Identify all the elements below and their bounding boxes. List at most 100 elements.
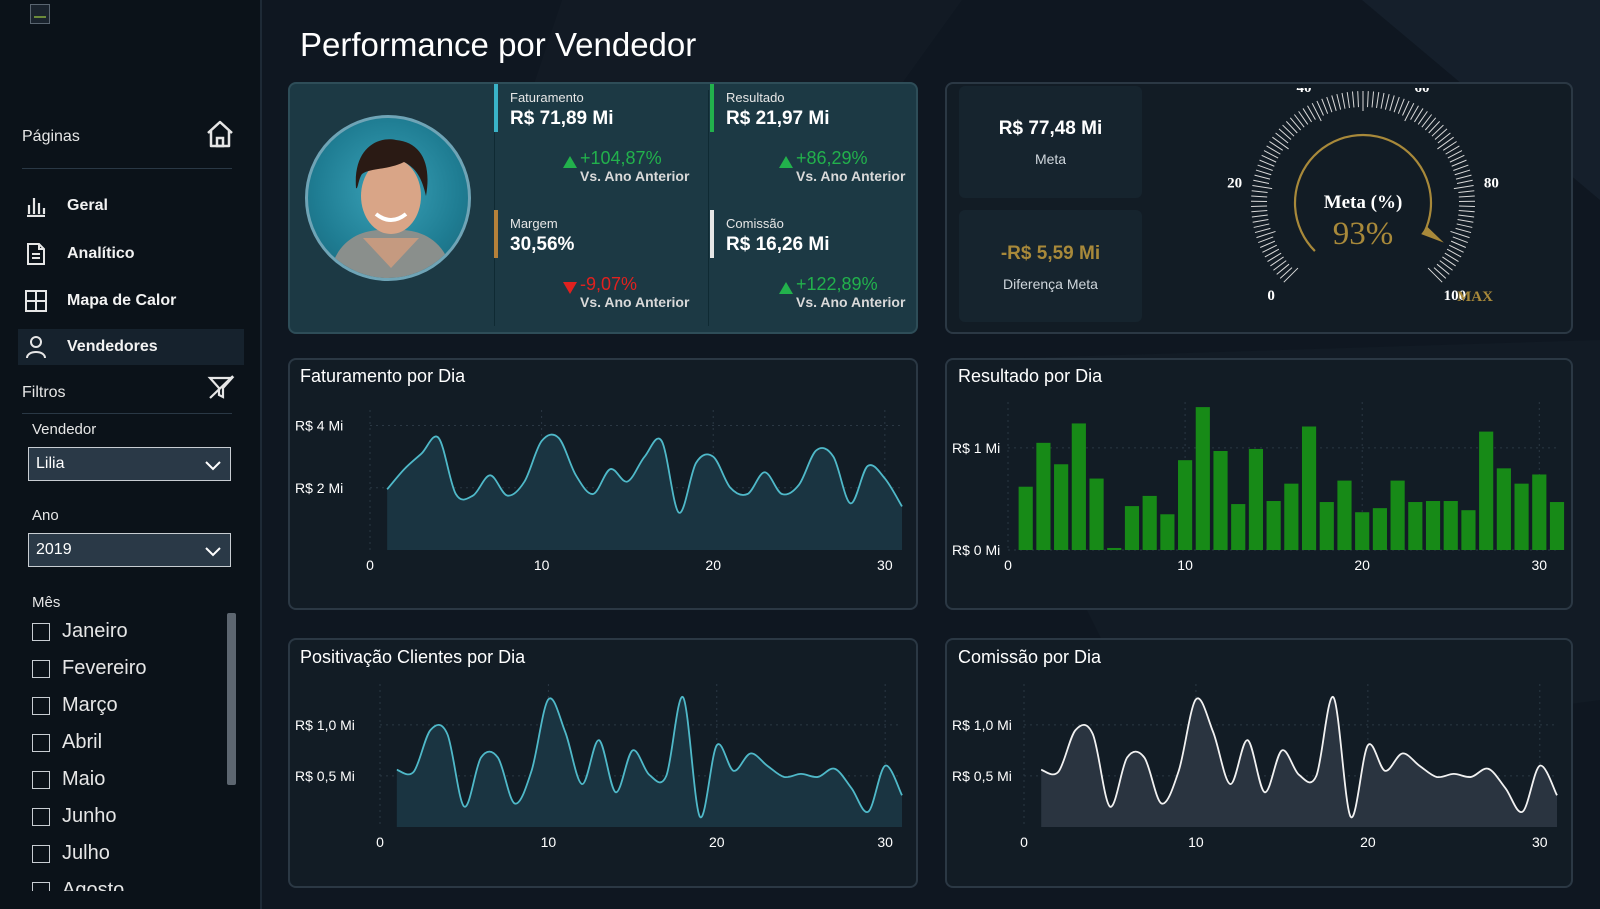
- month-label: Maio: [62, 768, 106, 790]
- ano-dropdown[interactable]: 2019: [28, 533, 231, 567]
- nav-item-geral[interactable]: Geral: [18, 188, 244, 224]
- bar[interactable]: [1443, 501, 1458, 550]
- gauge-tick: [1270, 256, 1284, 267]
- bar[interactable]: [1355, 512, 1370, 550]
- vendedor-dropdown[interactable]: Lilia: [28, 447, 231, 481]
- month-item-maio[interactable]: Maio: [32, 761, 232, 798]
- chart-title: Comissão por Dia: [958, 647, 1102, 667]
- bar[interactable]: [1231, 504, 1246, 550]
- bar[interactable]: [1195, 407, 1210, 550]
- gauge-tick: [1384, 93, 1390, 110]
- bar[interactable]: [1089, 478, 1104, 550]
- bar[interactable]: [1408, 502, 1423, 550]
- gauge-tick: [1285, 121, 1298, 134]
- gauge-tick: [1456, 223, 1473, 228]
- y-axis-label: R$ 2 Mi: [295, 480, 343, 496]
- month-item-fevereiro[interactable]: Fevereiro: [32, 650, 232, 687]
- bar[interactable]: [1160, 514, 1175, 550]
- gauge-tick: [1436, 263, 1450, 275]
- checkbox[interactable]: [32, 659, 50, 678]
- x-tick-label: 30: [1532, 834, 1548, 850]
- month-item-janeiro[interactable]: Janeiro: [32, 613, 232, 650]
- bar[interactable]: [1178, 460, 1193, 550]
- month-item-julho[interactable]: Julho: [32, 835, 232, 872]
- bar[interactable]: [1071, 423, 1086, 550]
- bar[interactable]: [1301, 426, 1317, 550]
- divider: [22, 413, 232, 414]
- bar[interactable]: [1425, 501, 1441, 550]
- bar[interactable]: [1532, 474, 1547, 550]
- nav-item-analitico[interactable]: Analítico: [18, 236, 244, 272]
- kpi-accent-bar: [710, 84, 714, 132]
- checkbox[interactable]: [32, 696, 50, 715]
- bar[interactable]: [1319, 502, 1334, 550]
- month-item-junho[interactable]: Junho: [32, 798, 232, 835]
- bar[interactable]: [1479, 431, 1494, 550]
- x-tick-label: 30: [877, 557, 893, 573]
- x-tick-label: 10: [534, 557, 550, 573]
- gauge-tick: [1254, 227, 1271, 234]
- gauge-tick-label: 0: [1267, 288, 1275, 304]
- chart-title: Positivação Clientes por Dia: [300, 647, 526, 667]
- checkbox[interactable]: [32, 807, 50, 826]
- month-list-scrollbar[interactable]: [227, 613, 236, 785]
- month-label: Janeiro: [62, 620, 128, 642]
- gauge-tick: [1259, 159, 1275, 167]
- bar[interactable]: [1266, 501, 1281, 550]
- gauge-tick-marks: [1251, 91, 1475, 283]
- bar[interactable]: [1461, 510, 1476, 550]
- gauge-tick: [1251, 214, 1268, 218]
- bar[interactable]: [1337, 480, 1352, 550]
- checkbox[interactable]: [32, 881, 50, 891]
- chevron-down-icon: [205, 547, 221, 557]
- filters-label: Filtros: [22, 384, 66, 401]
- bar[interactable]: [1372, 508, 1387, 550]
- clear-filter-icon[interactable]: [206, 372, 236, 402]
- bar[interactable]: [1390, 480, 1405, 550]
- kpi-vs-label: Vs. Ano Anterior: [796, 294, 906, 310]
- month-label: Agosto: [62, 879, 125, 891]
- gauge-tick: [1367, 91, 1369, 108]
- gauge-tick: [1453, 164, 1469, 171]
- bar[interactable]: [1124, 506, 1140, 550]
- kpi-delta: +86,29%: [796, 148, 868, 168]
- bar[interactable]: [1248, 448, 1264, 550]
- comissao-chart: R$ 1,0 Mi R$ 0,5 Mi 0 10 20 30: [952, 684, 1558, 850]
- gauge-tick: [1455, 227, 1472, 234]
- gauge-tick: [1346, 92, 1350, 109]
- arrow-down-icon: [563, 282, 577, 294]
- bar[interactable]: [1018, 486, 1033, 550]
- bar[interactable]: [1284, 483, 1299, 550]
- series-line[interactable]: [386, 433, 903, 514]
- home-icon[interactable]: [204, 118, 236, 150]
- x-tick-label: 0: [376, 834, 384, 850]
- bar[interactable]: [1036, 442, 1051, 550]
- month-item-abril[interactable]: Abril: [32, 724, 232, 761]
- checkbox[interactable]: [32, 844, 50, 863]
- month-item-agosto[interactable]: Agosto: [32, 872, 232, 891]
- bar[interactable]: [1213, 450, 1228, 550]
- series-line[interactable]: [396, 696, 903, 818]
- nav-item-mapa-de-calor[interactable]: Mapa de Calor: [18, 283, 244, 319]
- series-line[interactable]: [1040, 696, 1558, 818]
- bar[interactable]: [1142, 495, 1157, 550]
- gauge-tick: [1316, 100, 1324, 116]
- divider: [22, 168, 232, 169]
- bar[interactable]: [1549, 502, 1565, 550]
- positivacao-chart: R$ 1,0 Mi R$ 0,5 Mi 0 10 20 30: [295, 684, 903, 850]
- checkbox[interactable]: [32, 622, 50, 641]
- checkbox[interactable]: [32, 733, 50, 752]
- bar[interactable]: [1054, 464, 1069, 550]
- gauge-tick: [1298, 111, 1309, 125]
- bar[interactable]: [1514, 483, 1529, 550]
- checkbox[interactable]: [32, 770, 50, 789]
- nav-item-vendedores[interactable]: Vendedores: [18, 329, 244, 365]
- gauge-tick: [1251, 195, 1268, 198]
- gauge-tick: [1433, 267, 1447, 279]
- gauge-tick: [1417, 111, 1428, 125]
- month-item-marco[interactable]: Março: [32, 687, 232, 724]
- gauge-tick: [1326, 96, 1333, 113]
- kpi-accent-bar: [494, 84, 498, 132]
- bar[interactable]: [1107, 547, 1122, 550]
- bar[interactable]: [1496, 468, 1511, 550]
